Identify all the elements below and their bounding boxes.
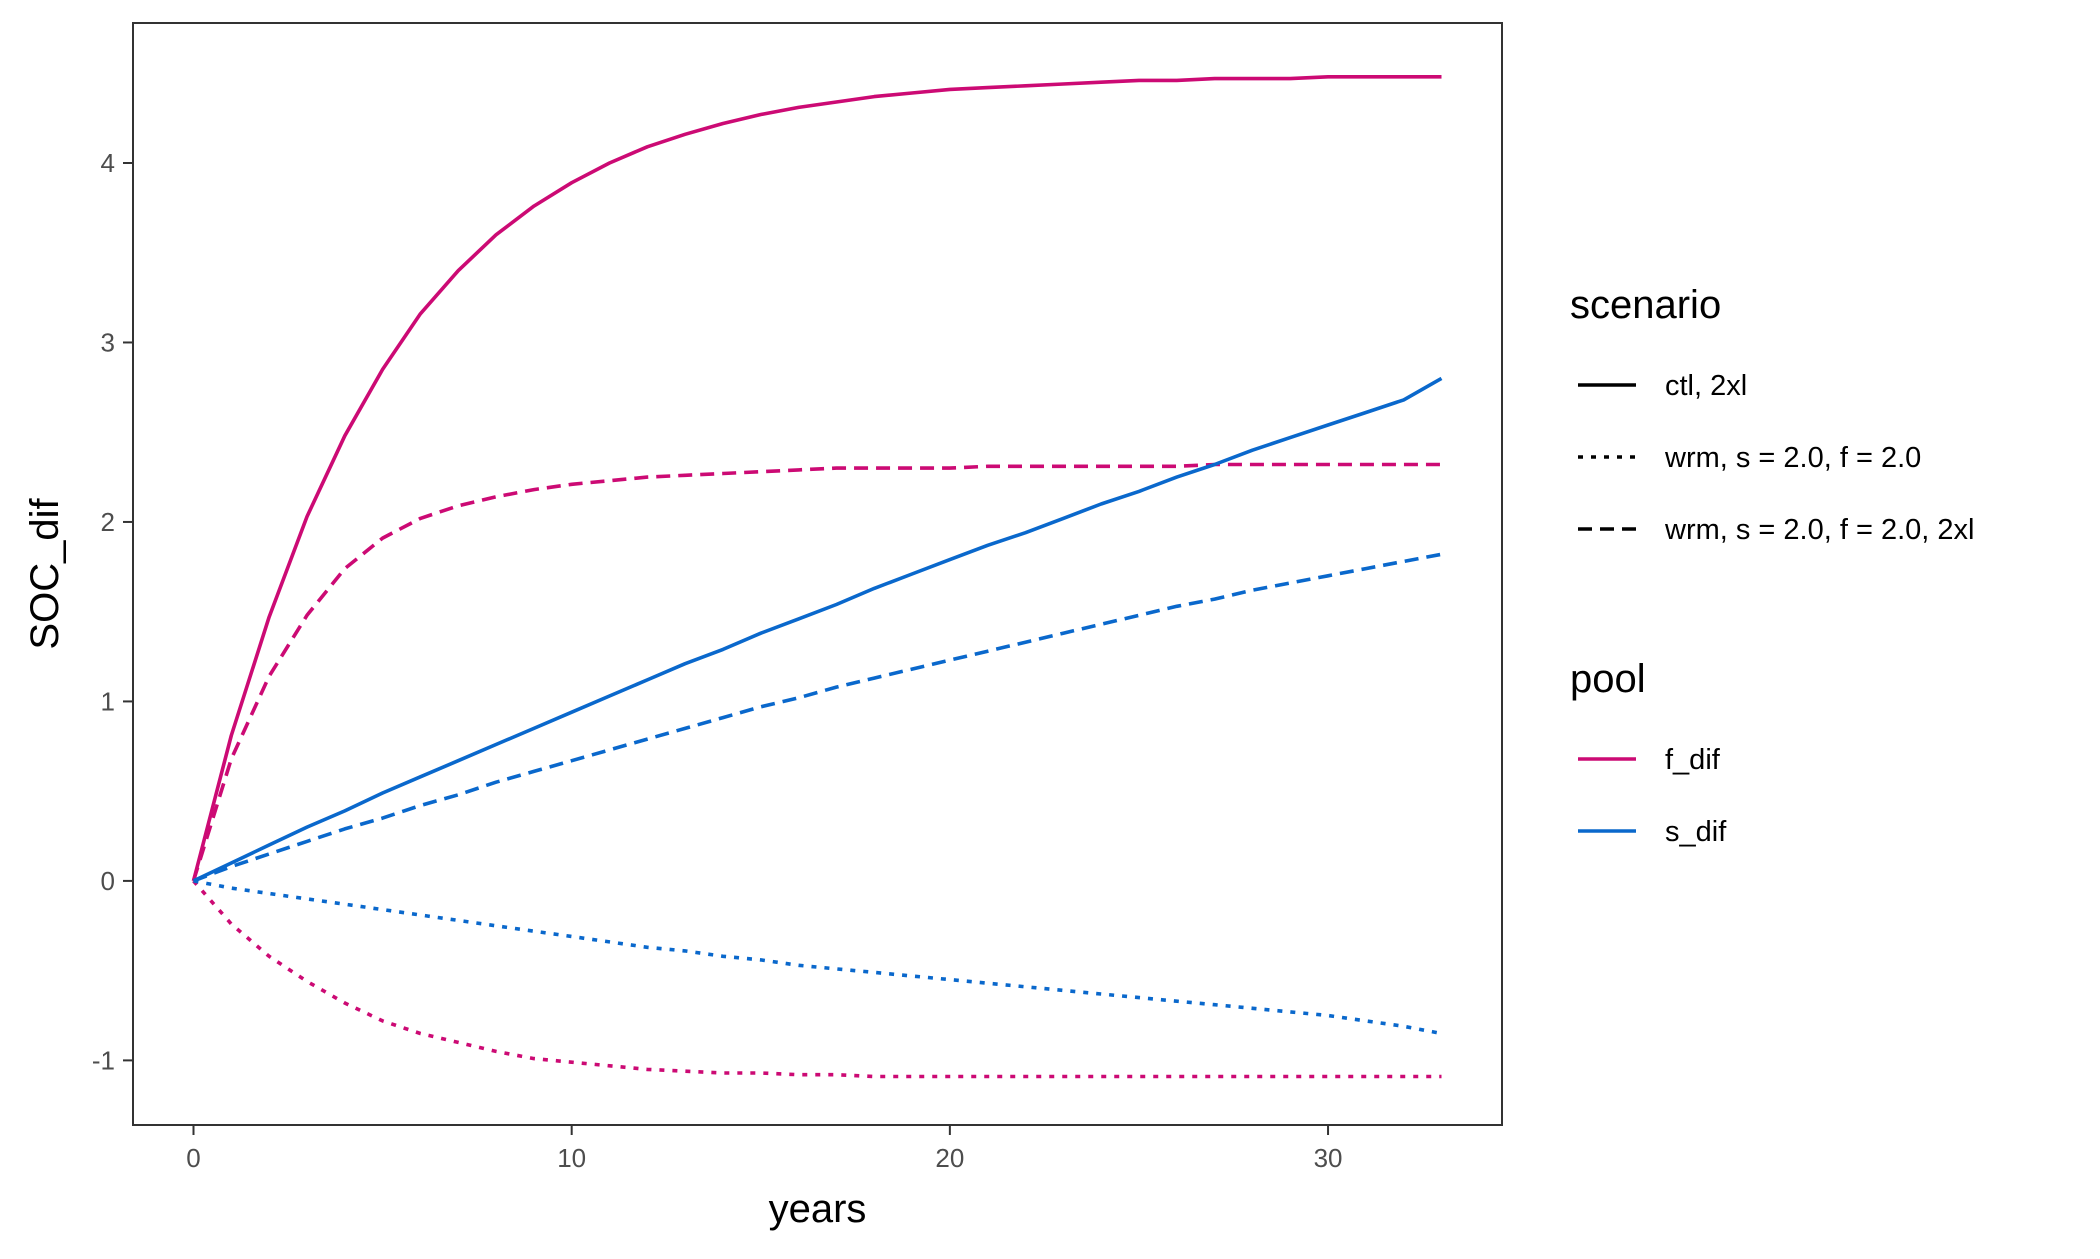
series-line-s_dif-dashed (192, 552, 1442, 883)
x-tick-label: 10 (557, 1143, 586, 1173)
y-tick-label: 0 (101, 866, 115, 896)
series-line-f_dif-dotted (192, 879, 1442, 1079)
y-tick-label: 2 (101, 507, 115, 537)
legend-label: f_dif (1665, 744, 1721, 776)
series-line-s_dif-solid (192, 376, 1443, 883)
y-tick-label: 4 (101, 148, 115, 178)
panel-border (132, 22, 1503, 1126)
legend-pool: pool f_dif s_dif (1570, 657, 1727, 848)
legend-label: ctl, 2xl (1665, 370, 1747, 402)
series-line-f_dif-solid (191, 75, 1442, 882)
legend-scenario: scenario ctl, 2xl wrm, s = 2.0, f = 2.0 wr… (1570, 283, 1974, 546)
y-tick-label: -1 (92, 1045, 115, 1075)
x-tick-label: 30 (1314, 1143, 1343, 1173)
legend-label: wrm, s = 2.0, f = 2.0, 2xl (1664, 514, 1974, 546)
x-tick-label: 0 (186, 1143, 200, 1173)
legend-label: wrm, s = 2.0, f = 2.0 (1664, 442, 1921, 474)
series-layer (191, 75, 1443, 1079)
plot-panel (133, 23, 1502, 1125)
legend-pool-title: pool (1570, 657, 1646, 701)
y-axis: -1 0 1 2 3 4 (92, 148, 133, 1075)
x-axis-title: years (769, 1187, 867, 1231)
panel-frame (132, 22, 1503, 1126)
series-line-f_dif-dashed (191, 462, 1442, 882)
y-tick-label: 1 (101, 686, 115, 716)
y-tick-label: 3 (101, 327, 115, 357)
legend-label: s_dif (1665, 816, 1727, 848)
y-axis-title: SOC_dif (23, 498, 67, 650)
x-tick-label: 20 (935, 1143, 964, 1173)
x-axis: 0 10 20 30 (186, 1125, 1342, 1173)
series-line-s_dif-dotted (193, 879, 1442, 1036)
legend-scenario-title: scenario (1570, 283, 1721, 327)
panel-background (133, 23, 1502, 1125)
